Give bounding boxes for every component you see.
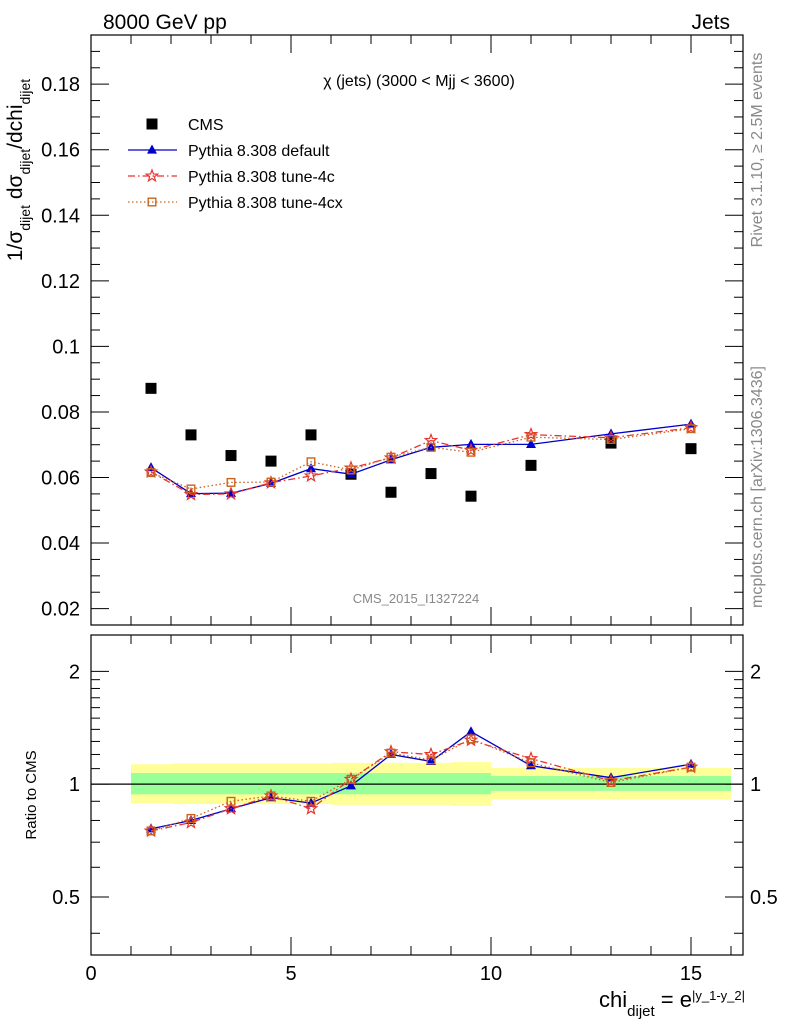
legend-label: Pythia 8.308 tune-4c <box>188 169 335 186</box>
data-point <box>426 442 436 452</box>
main-y-tick-label: 0.02 <box>41 599 80 621</box>
analysis-id: CMS_2015_I1327224 <box>353 591 480 606</box>
main-y-tick-label: 0.18 <box>41 74 80 96</box>
data-point <box>223 486 239 501</box>
legend-label: Pythia 8.308 default <box>188 143 330 160</box>
ratio-point <box>303 800 319 815</box>
ratio-point <box>466 726 476 736</box>
data-point <box>526 432 536 442</box>
main-title: χ (jets) (3000 < Mjj < 3600) <box>323 73 515 90</box>
data-point <box>265 455 277 467</box>
ratio-point <box>686 762 696 772</box>
ratio-point <box>526 758 536 768</box>
legend-marker <box>144 168 160 183</box>
x-tick-label: 10 <box>480 963 502 985</box>
series-line <box>150 428 692 490</box>
ratio-y-tick-label-right: 2 <box>750 661 761 683</box>
x-tick-label: 5 <box>285 963 296 985</box>
main-y-tick-label: 0.08 <box>41 402 80 424</box>
main-y-tick-label: 0.14 <box>41 205 80 227</box>
ratio-point <box>346 780 356 790</box>
ratio-point <box>423 746 439 761</box>
mcplots-note: mcplots.cern.ch [arXiv:1306.3436] <box>749 366 766 608</box>
ratio-point <box>226 796 236 806</box>
header-left: 8000 GeV pp <box>103 11 227 34</box>
ratio-panel: 0.5 0.5 1 1 2 2 0 5 10 15 Ratio to CMS <box>23 634 778 985</box>
data-point <box>606 434 616 444</box>
data-point <box>525 459 537 471</box>
ratio-y-tick-label: 2 <box>69 661 80 683</box>
main-y-tick-label: 0.1 <box>52 336 80 358</box>
data-point <box>145 382 157 394</box>
data-point <box>466 447 476 457</box>
uncertainty-band-inner <box>491 776 571 791</box>
ratio-y-axis-label: Ratio to CMS <box>23 750 40 839</box>
legend-marker <box>147 197 157 207</box>
data-point <box>306 457 316 467</box>
ratio-point <box>346 774 356 784</box>
data-point <box>523 426 539 441</box>
ratio-y-tick-label: 1 <box>69 774 80 796</box>
ratio-frame <box>90 634 744 956</box>
ratio-point <box>606 778 616 788</box>
ratio-point <box>306 796 316 806</box>
data-point <box>426 441 436 451</box>
main-y-tick-label: 0.04 <box>41 533 80 555</box>
ratio-y-tick-label-right: 1 <box>750 774 761 796</box>
legend: CMS Pythia 8.308 default Pythia 8.308 tune… <box>128 117 343 212</box>
ratio-point <box>146 826 156 836</box>
x-tick-label: 0 <box>85 963 96 985</box>
data-point <box>226 477 236 487</box>
data-point <box>146 468 156 478</box>
data-point <box>346 465 356 475</box>
ratio-point <box>266 791 276 801</box>
data-point <box>185 429 197 441</box>
main-y-axis-label: 1/σdijet dσdijet/dchidijet <box>4 79 33 261</box>
data-point <box>225 450 237 462</box>
data-point <box>385 486 397 498</box>
series-line <box>150 423 692 495</box>
legend-label: CMS <box>188 117 224 134</box>
main-panel: 0.02 0.04 0.06 0.08 0.1 0.12 0.14 0.16 0.18 χ (j… <box>4 34 744 626</box>
legend-marker <box>146 118 158 130</box>
series-open-square <box>146 424 696 494</box>
uncertainty-band-inner <box>651 776 731 791</box>
data-point <box>686 424 696 434</box>
data-point <box>425 468 437 480</box>
data-point <box>266 477 276 487</box>
ratio-point <box>223 800 239 815</box>
ratio-series-open-square <box>146 734 696 836</box>
ratio-point <box>426 755 436 765</box>
data-point <box>685 443 697 455</box>
ratio-point <box>523 750 539 765</box>
data-point <box>386 452 396 462</box>
x-axis-label: chidijet = e|y_1-y_2| <box>599 987 745 1020</box>
rivet-note: Rivet 3.1.10, ≥ 2.5M events <box>749 53 766 248</box>
ratio-line <box>150 739 692 832</box>
main-y-tick-label: 0.16 <box>41 140 80 162</box>
data-point <box>303 468 319 483</box>
ratio-point <box>386 748 396 758</box>
ratio-y-tick-label-right: 0.5 <box>750 887 778 909</box>
data-point <box>186 484 196 494</box>
legend-marker <box>147 144 157 154</box>
data-point <box>465 490 477 502</box>
main-y-tick-label: 0.06 <box>41 468 80 490</box>
ratio-point <box>186 813 196 823</box>
x-tick-label: 15 <box>680 963 702 985</box>
legend-label: Pythia 8.308 tune-4cx <box>188 195 343 212</box>
data-point <box>526 438 536 448</box>
ratio-y-tick-label: 0.5 <box>52 887 80 909</box>
series-line <box>150 427 692 496</box>
header-right: Jets <box>691 11 730 34</box>
data-point <box>305 429 317 441</box>
data-point <box>306 463 316 473</box>
main-y-tick-label: 0.12 <box>41 271 80 293</box>
ratio-point <box>466 734 476 744</box>
